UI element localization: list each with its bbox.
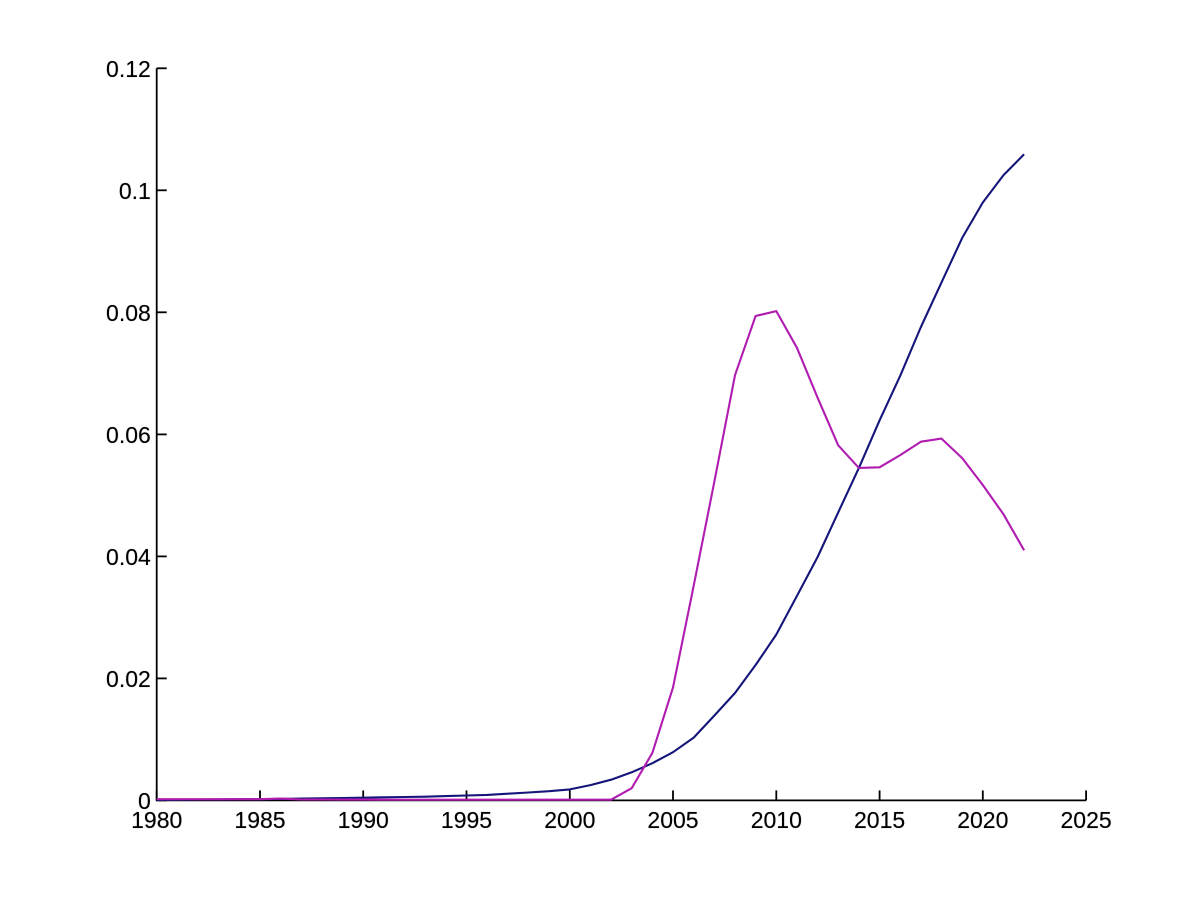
svg-text:2020: 2020 <box>957 807 1008 833</box>
svg-text:0.06: 0.06 <box>106 422 151 448</box>
svg-text:0.02: 0.02 <box>106 666 151 692</box>
svg-text:2005: 2005 <box>647 807 698 833</box>
svg-text:0.04: 0.04 <box>106 544 151 570</box>
svg-text:0.08: 0.08 <box>106 300 151 326</box>
svg-text:1990: 1990 <box>338 807 389 833</box>
svg-text:2015: 2015 <box>854 807 905 833</box>
svg-text:0.12: 0.12 <box>106 56 151 82</box>
svg-text:2000: 2000 <box>544 807 595 833</box>
svg-text:2025: 2025 <box>1061 807 1112 833</box>
svg-text:1985: 1985 <box>234 807 285 833</box>
svg-text:0: 0 <box>138 788 151 814</box>
svg-text:1980: 1980 <box>131 807 182 833</box>
svg-text:0.1: 0.1 <box>119 178 151 204</box>
svg-text:1995: 1995 <box>441 807 492 833</box>
svg-text:2010: 2010 <box>751 807 802 833</box>
